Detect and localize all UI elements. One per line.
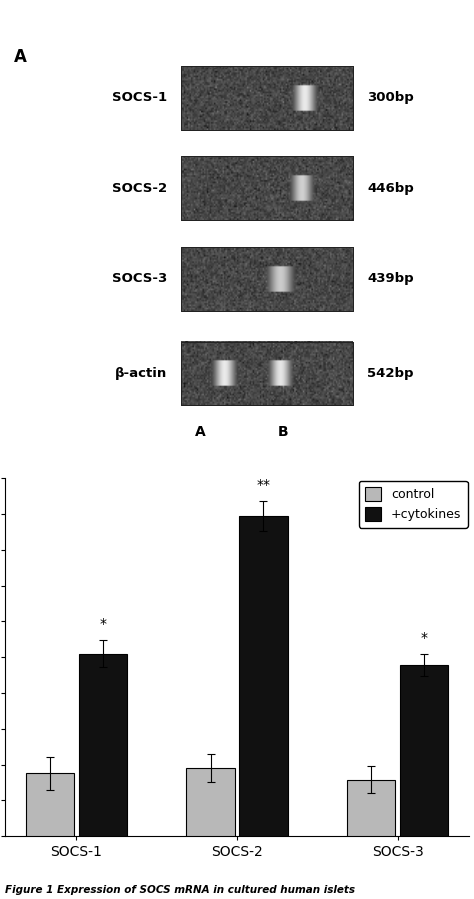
Text: 446bp: 446bp (367, 182, 414, 195)
Bar (181, 66, 353, 129)
Bar (181, 156, 353, 220)
Bar (79, 654, 127, 836)
Text: SOCS-2: SOCS-2 (112, 182, 167, 195)
Bar (26, 773, 74, 836)
Text: *: * (420, 631, 428, 645)
Text: 542bp: 542bp (367, 367, 414, 380)
Text: SOCS-3: SOCS-3 (112, 272, 167, 285)
Text: β-actin: β-actin (115, 367, 167, 380)
Text: B: B (278, 425, 289, 440)
Bar (181, 342, 353, 405)
Bar (181, 342, 353, 405)
Text: A: A (194, 425, 205, 440)
Text: 439bp: 439bp (367, 272, 414, 285)
Text: **: ** (256, 478, 271, 492)
Bar (181, 156, 353, 220)
Text: 300bp: 300bp (367, 91, 414, 104)
Text: SOCS-1: SOCS-1 (112, 91, 167, 104)
Bar (239, 516, 288, 836)
Legend: control, +cytokines: control, +cytokines (358, 481, 468, 528)
Text: Figure 1 Expression of SOCS mRNA in cultured human islets: Figure 1 Expression of SOCS mRNA in cult… (5, 885, 355, 895)
Bar (400, 665, 448, 836)
Text: *: * (100, 617, 107, 631)
Bar (347, 779, 395, 836)
Text: A: A (14, 49, 27, 67)
Bar (181, 247, 353, 311)
Bar (181, 66, 353, 129)
Bar (181, 247, 353, 311)
Bar (186, 768, 235, 836)
